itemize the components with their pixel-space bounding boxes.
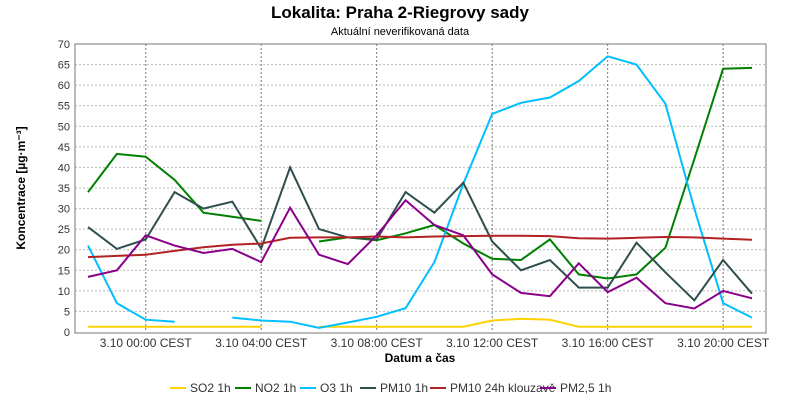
series-line-no2-1h <box>87 152 262 222</box>
y-tick-label: 45 <box>58 142 70 154</box>
legend-item: O3 1h <box>300 381 353 395</box>
y-tick-label: 25 <box>58 224 70 236</box>
y-axis-ticks: 0 5 10 15 20 25 30 35 40 45 50 55 60 65 70 <box>58 39 70 339</box>
x-axis-label: Datum a čas <box>385 351 456 365</box>
series-line-pm10-24h-klouzav- <box>87 234 753 259</box>
chart-subtitle: Aktuální neverifikovaná data <box>331 26 470 38</box>
legend-item: PM10 1h <box>360 381 428 395</box>
x-tick-label: 3.10 16:00 CEST <box>562 336 655 350</box>
legend-label: PM10 1h <box>380 381 428 395</box>
y-tick-label: 65 <box>58 60 70 72</box>
legend-label: SO2 1h <box>190 381 231 395</box>
y-tick-label: 5 <box>64 306 70 318</box>
plot-frame <box>74 43 767 334</box>
legend-label: NO2 1h <box>255 381 296 395</box>
x-tick-label: 3.10 08:00 CEST <box>331 336 424 350</box>
series-lines <box>87 55 753 329</box>
x-tick-label: 3.10 04:00 CEST <box>215 336 308 350</box>
y-tick-label: 55 <box>58 101 70 113</box>
y-tick-label: 40 <box>58 162 70 174</box>
y-tick-label: 60 <box>58 80 70 92</box>
legend-item: NO2 1h <box>235 381 296 395</box>
y-tick-label: 50 <box>58 121 70 133</box>
x-axis-ticks: 3.10 00:00 CEST 3.10 04:00 CEST 3.10 08:00… <box>100 336 770 350</box>
y-tick-label: 0 <box>64 327 70 339</box>
y-tick-label: 10 <box>58 286 70 298</box>
y-axis-label: Koncentrace [µg·m⁻³] <box>14 126 28 249</box>
legend-item: PM2,5 1h <box>540 381 611 395</box>
y-tick-label: 70 <box>58 39 70 51</box>
grid <box>75 43 766 332</box>
legend: SO2 1h NO2 1h O3 1h PM10 1h PM10 24h klouzav… <box>170 381 611 395</box>
x-tick-label: 3.10 12:00 CEST <box>446 336 539 350</box>
series-line-so2-1h <box>319 317 752 328</box>
legend-item: SO2 1h <box>170 381 231 395</box>
y-tick-label: 30 <box>58 204 70 216</box>
x-tick-label: 3.10 00:00 CEST <box>100 336 193 350</box>
chart-title: Lokalita: Praha 2-Riegrovy sady <box>271 3 529 22</box>
legend-label: PM10 24h klouzavě <box>450 381 556 395</box>
series-line-pm2-5-1h <box>87 198 753 310</box>
legend-item: PM10 24h klouzavě <box>430 381 556 395</box>
series-line-pm10-1h <box>87 164 753 302</box>
y-tick-label: 35 <box>58 183 70 195</box>
y-tick-label: 15 <box>58 265 70 277</box>
legend-label: PM2,5 1h <box>560 381 611 395</box>
series-line-o3-1h <box>232 55 753 329</box>
y-tick-label: 20 <box>58 245 70 257</box>
legend-label: O3 1h <box>320 381 353 395</box>
x-tick-label: 3.10 20:00 CEST <box>677 336 770 350</box>
